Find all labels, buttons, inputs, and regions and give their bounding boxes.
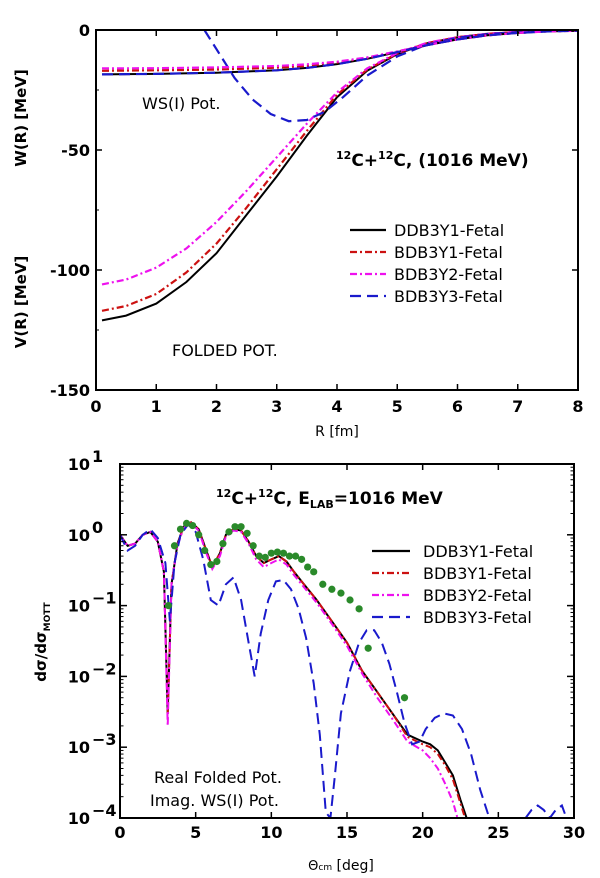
y-tick-exponent--1: −1 <box>92 589 117 608</box>
x-tick-label-7: 7 <box>512 397 523 416</box>
series-bdb3y3-fetal-real <box>203 30 578 123</box>
x-tick-label-0: 0 <box>90 397 101 416</box>
data-point <box>346 596 354 604</box>
potential-chart: 0 1 2 3 4 5 6 7 8 0 -50 -100 -150 W(R) [MeV] V(R) [M… <box>12 21 584 440</box>
y-tick-label--100: -100 <box>50 261 90 280</box>
y-tick-label--1: 10 <box>68 597 90 616</box>
top-ticks: 0 1 2 3 4 5 6 7 8 0 -50 -100 -150 <box>50 21 584 416</box>
data-point <box>355 605 363 613</box>
y-tick-label--2: 10 <box>68 667 90 686</box>
top-curves <box>101 30 578 322</box>
bottom-annotation-real: Real Folded Pot. <box>154 768 282 787</box>
legend-label-ddb3y1-fetal: DDB3Y1-Fetal <box>423 542 533 561</box>
data-point <box>249 542 257 550</box>
legend-label-bdb3y2-fetal: BDB3Y2-Fetal <box>423 586 532 605</box>
series-bdb3y2-fetal <box>120 522 459 818</box>
data-point <box>176 525 185 533</box>
y-tick-label-1: 10 <box>68 455 90 474</box>
data-point <box>304 563 312 571</box>
bottom-annotation-imag: Imag. WS(I) Pot. <box>150 791 279 810</box>
legend-label-bdb3y3-fetal: BDB3Y3-Fetal <box>423 608 532 627</box>
data-point <box>225 528 233 536</box>
data-point <box>231 523 239 531</box>
bottom-ylabel: dσ/dσMOTT <box>32 601 53 681</box>
bottom-title: 12C+12C, ELAB=1016 MeV <box>216 487 444 511</box>
data-point <box>298 555 306 563</box>
series-bdb3y1-fetal-imag <box>101 30 578 72</box>
top-annotation-ws: WS(I) Pot. <box>142 94 221 113</box>
data-point <box>310 568 318 576</box>
x-tick-label-1: 1 <box>151 397 162 416</box>
x-tick-label-4: 4 <box>331 397 342 416</box>
y-tick-exponent--2: −2 <box>92 659 117 678</box>
bottom-legend: DDB3Y1-Fetal BDB3Y1-Fetal BDB3Y2-Fetal BDB3… <box>372 542 533 627</box>
top-annotation-folded: FOLDED POT. <box>172 341 278 360</box>
legend-label-ddb3y1-fetal: DDB3Y1-Fetal <box>394 221 504 240</box>
x-tick-label-25: 25 <box>487 823 509 842</box>
y-tick-label--3: 10 <box>68 738 90 757</box>
data-point <box>400 694 409 702</box>
legend-label-bdb3y1-fetal: BDB3Y1-Fetal <box>423 564 532 583</box>
x-tick-label-5: 5 <box>392 397 403 416</box>
x-tick-label-30: 30 <box>563 823 585 842</box>
data-point <box>207 560 215 569</box>
data-point <box>189 521 197 530</box>
top-ylabel-imag: W(R) [MeV] <box>12 69 30 166</box>
data-point <box>285 552 294 560</box>
x-tick-label-2: 2 <box>211 397 222 416</box>
y-tick-label--4: 10 <box>68 809 90 828</box>
x-tick-label-5: 5 <box>190 823 201 842</box>
data-point <box>243 529 251 537</box>
data-point <box>219 540 227 548</box>
bottom-data-points <box>164 519 409 702</box>
series-bdb3y3-fetal-imag <box>101 30 578 76</box>
y-tick-label--50: -50 <box>61 141 90 160</box>
data-point <box>279 549 288 557</box>
top-plot-frame <box>95 29 579 391</box>
data-point <box>337 589 345 597</box>
x-tick-label-15: 15 <box>336 823 358 842</box>
data-point <box>182 519 191 527</box>
data-point <box>261 553 269 561</box>
y-tick-label-0: 10 <box>68 526 90 545</box>
data-point <box>267 549 275 557</box>
legend-label-bdb3y1-fetal: BDB3Y1-Fetal <box>394 243 503 262</box>
top-xlabel: R [fm] <box>315 424 359 440</box>
series-bdb3y1-fetal-real <box>101 30 578 312</box>
data-point <box>237 523 245 531</box>
data-point <box>364 644 372 652</box>
data-point <box>328 585 336 593</box>
data-point <box>273 548 281 556</box>
data-point <box>170 542 179 550</box>
data-point <box>164 602 173 610</box>
bottom-xlabel: Θcm [deg] <box>308 858 374 874</box>
data-point <box>201 546 209 555</box>
x-tick-label-20: 20 <box>412 823 434 842</box>
data-point <box>213 557 221 566</box>
y-tick-label-0: 0 <box>79 21 90 40</box>
y-tick-exponent-1: 1 <box>92 447 103 466</box>
top-title: 12C+12C, (1016 MeV) <box>336 149 529 171</box>
x-tick-label-0: 0 <box>114 823 125 842</box>
y-tick-exponent--3: −3 <box>92 730 117 749</box>
x-tick-label-3: 3 <box>271 397 282 416</box>
top-ylabel-real: V(R) [MeV] <box>12 256 30 349</box>
x-tick-label-8: 8 <box>572 397 583 416</box>
data-point <box>319 580 327 588</box>
x-tick-label-6: 6 <box>452 397 463 416</box>
legend-label-bdb3y2-fetal: BDB3Y2-Fetal <box>394 265 503 284</box>
y-tick-exponent-0: 0 <box>92 518 103 537</box>
top-legend: DDB3Y1-Fetal BDB3Y1-Fetal BDB3Y2-Fetal BDB3… <box>350 221 504 306</box>
legend-label-bdb3y3-fetal: BDB3Y3-Fetal <box>394 287 503 306</box>
y-tick-exponent--4: −4 <box>92 801 117 820</box>
data-point <box>195 531 203 539</box>
data-point <box>291 552 300 560</box>
y-tick-label--150: -150 <box>50 381 90 400</box>
x-tick-label-10: 10 <box>260 823 282 842</box>
data-point <box>255 552 263 560</box>
